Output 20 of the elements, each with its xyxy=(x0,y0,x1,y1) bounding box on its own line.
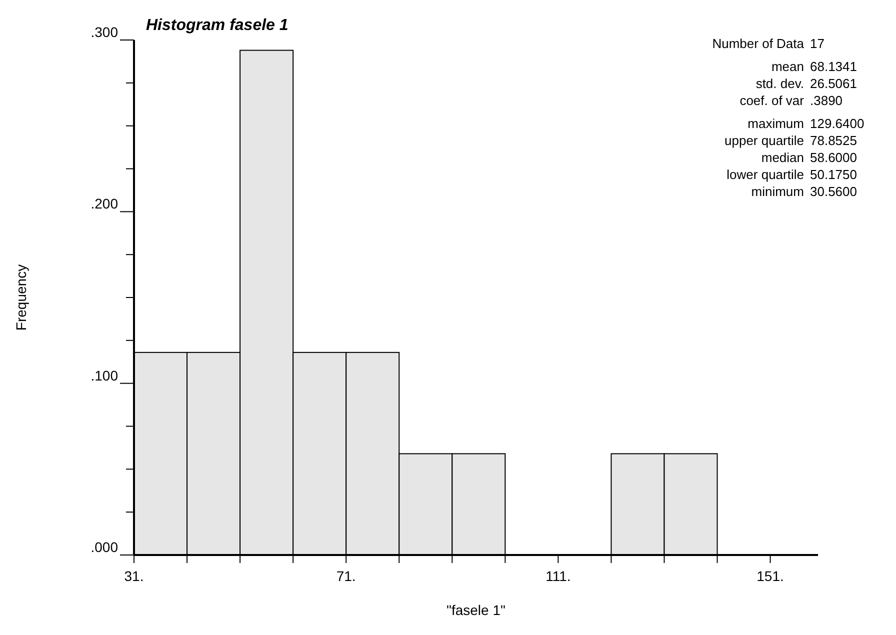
annotation: coef. of var .3890 xyxy=(740,93,843,108)
annotation: std. dev. 26.5061 xyxy=(756,76,857,91)
y-tick-label: .100 xyxy=(90,367,118,384)
chart-title: Histogram fasele 1 xyxy=(146,17,288,34)
x-tick-label: 111. xyxy=(546,568,571,584)
y-tick-label: .200 xyxy=(90,196,118,212)
y-tick-label: .000 xyxy=(90,539,118,555)
x-tick-label: 71. xyxy=(336,568,356,584)
annotation: mean 68.1341 xyxy=(771,59,857,74)
x-axis-title: "fasele 1" xyxy=(446,602,506,618)
annotation: Number of Data 17 xyxy=(712,36,824,51)
annotation: median 58.6000 xyxy=(761,150,857,165)
x-tick-label: 31. xyxy=(124,568,144,584)
annotation: lower quartile 50.1750 xyxy=(726,167,857,182)
annotation: minimum 30.5600 xyxy=(751,184,857,199)
x-tick-label: 151. xyxy=(756,568,784,584)
annotation: upper quartile 78.8525 xyxy=(724,133,857,148)
y-axis-title: Frequency xyxy=(13,264,29,331)
annotation: maximum 129.6400 xyxy=(748,116,864,131)
y-tick-label: .300 xyxy=(90,24,118,40)
